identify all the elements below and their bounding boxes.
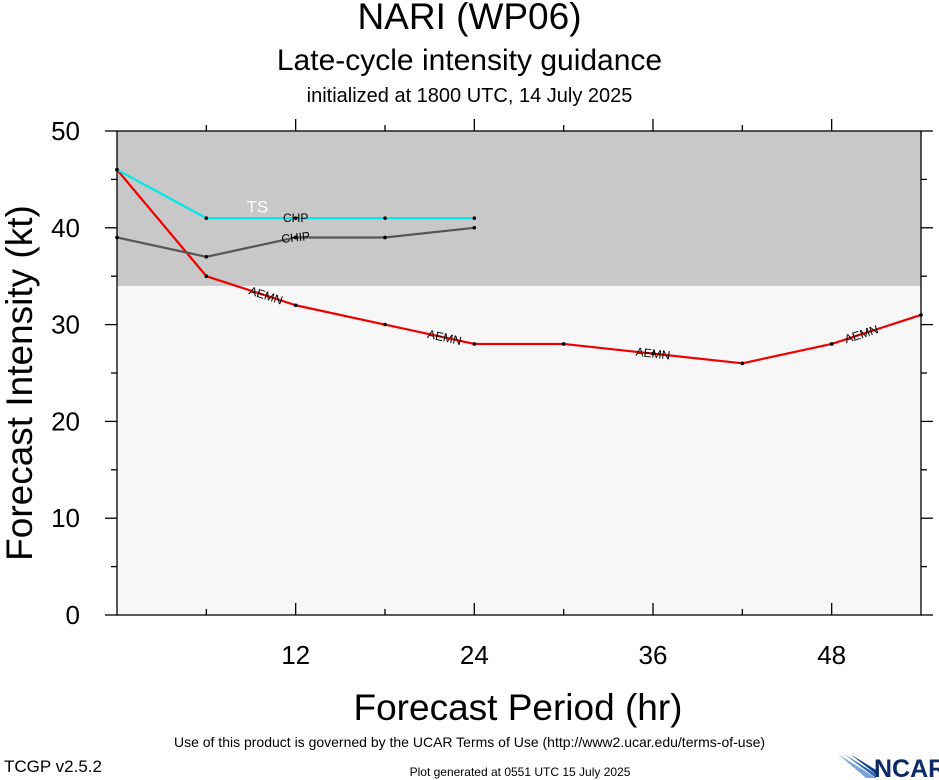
ncar-swoosh-icon [838,754,876,778]
y-tick-label: 50 [51,116,80,146]
chip-point [204,255,209,259]
y-axis-title: Forecast Intensity (kt) [0,205,40,561]
chip-series-label: CHIP [281,229,311,246]
aemn-point [561,342,566,346]
ncar-logo: NCAR [838,754,939,780]
x-tick-label: 36 [639,640,668,670]
chart-title: NARI (WP06) [357,0,582,37]
aemn-point [472,342,477,346]
chart-subtitle: Late-cycle intensity guidance [276,44,663,77]
y-tick-label: 0 [66,600,80,630]
x-tick-label: 48 [817,640,846,670]
terms-of-use: Use of this product is governed by the U… [173,734,766,750]
x-tick-label: 12 [281,640,310,670]
aemn-point [651,351,655,356]
y-tick-label: 40 [51,213,80,243]
aemn-point [204,274,209,279]
aemn-line [116,169,922,365]
aemn-series-label: AEMN [635,345,671,363]
y-tick-label: 20 [51,406,80,436]
y-tick-label: 10 [51,503,80,533]
version-label: TCGP v2.5.2 [4,757,102,776]
x-axis-title: Forecast Period (hr) [354,687,683,728]
chp-series-label: CHP [283,211,308,225]
aemn-point [293,303,298,308]
ncar-logo-text: NCAR [874,755,939,780]
generated-time: Plot generated at 0551 UTC 15 July 2025 [409,765,631,779]
aemn-point [383,322,387,327]
x-tick-label: 24 [460,640,489,670]
chp-point [293,216,298,220]
chp-point [472,216,477,220]
aemn-point [740,361,745,366]
chip-point [383,235,387,240]
chp-point [204,216,209,220]
ts-band [117,131,921,286]
chp-point [383,216,387,220]
ts-band-label: TS [247,197,269,216]
init-time: initialized at 1800 UTC, 14 July 2025 [306,85,633,107]
chip-point [472,226,477,230]
chip-point [293,235,298,240]
y-tick-label: 30 [51,310,80,340]
aemn-point [829,342,834,346]
